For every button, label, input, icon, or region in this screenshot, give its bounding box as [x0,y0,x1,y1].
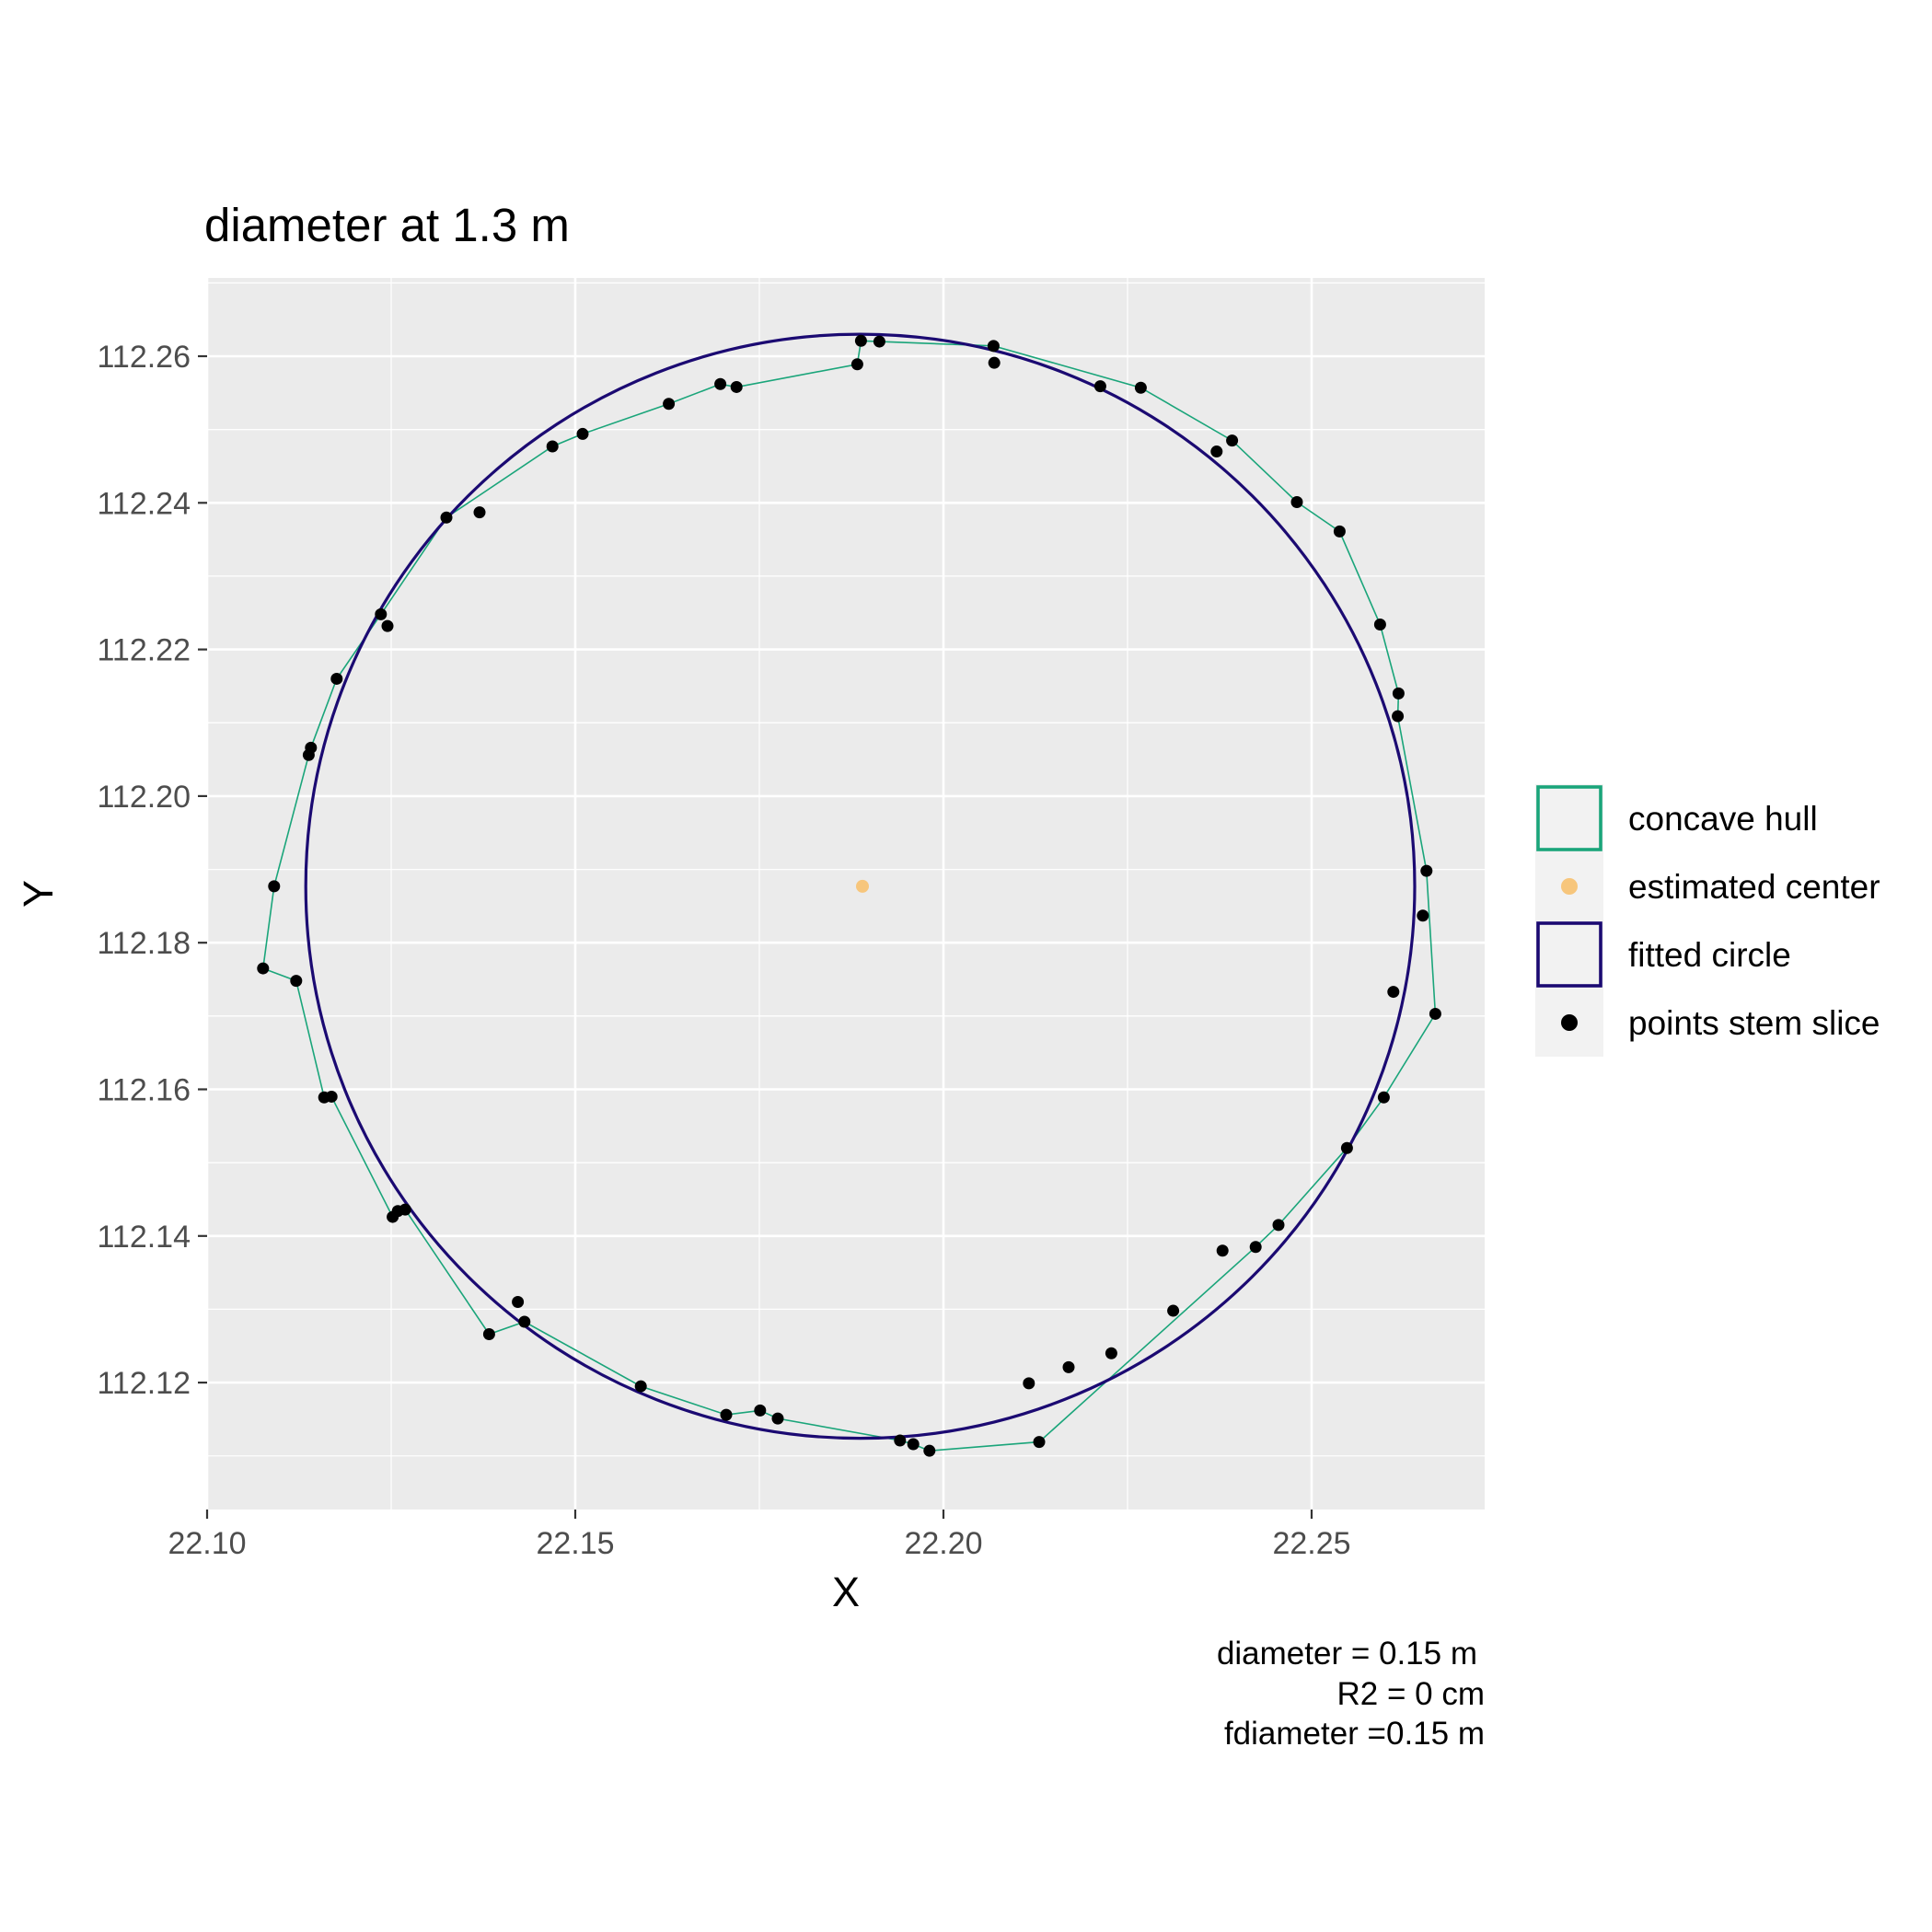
stem-point [987,340,1000,353]
stem-point [546,440,559,453]
stem-point [268,880,281,893]
stem-point [257,962,270,975]
y-tick-label: 112.20 [98,780,191,815]
stem-point [1167,1304,1180,1317]
x-tick-label: 22.25 [1272,1526,1350,1561]
stem-point [381,619,394,632]
stem-point [1134,381,1147,394]
x-axis: 22.10 22.15 22.20 22.25 [168,1510,1351,1561]
y-tick-label: 112.16 [98,1073,191,1108]
fitted-circle [304,332,1417,1440]
legend-key-box [1536,785,1602,851]
y-tick-label: 112.24 [98,486,191,521]
stem-point [1392,687,1405,700]
stem-point [923,1444,936,1457]
stem-point [1216,1244,1229,1257]
y-tick-label: 112.26 [98,340,191,375]
stem-point [1210,445,1223,458]
caption: diameter = 0.15 m R2 = 0 cm fdiameter =0… [1217,1636,1485,1752]
stem-point [1340,1141,1353,1154]
grid-minor [207,278,1485,1510]
stem-point [854,334,867,347]
plot-panel [207,278,1485,1510]
stem-point [576,427,589,440]
x-axis-title: X [832,1568,860,1615]
stem-point [873,335,885,348]
stem-point [518,1315,531,1328]
y-tick-label: 112.18 [98,926,191,961]
legend-key-box [1536,921,1602,988]
stem-point [1333,525,1346,538]
stem-point [1033,1436,1046,1449]
y-axis: 112.12 112.14 112.16 112.18 112.20 112.22 112.… [98,340,207,1401]
stem-point [399,1203,411,1216]
stem-point [850,358,863,371]
stem-point [1023,1377,1035,1390]
stem-point [440,511,453,524]
x-tick-label: 22.20 [904,1526,982,1561]
legend-key-bg [1535,920,1603,989]
stem-point [302,748,315,761]
x-tick-label: 22.10 [168,1526,246,1561]
x-tick-label: 22.15 [536,1526,614,1561]
y-tick-label: 112.12 [98,1366,191,1401]
stem-point [1290,496,1303,509]
legend: concave hull estimated center fitted circl… [1535,784,1880,1057]
concave-hull [261,340,1437,1452]
stem-point [1093,380,1106,393]
legend-label: estimated center [1628,868,1880,906]
legend-label: fitted circle [1628,936,1791,974]
stem-point [1105,1347,1117,1359]
stem-point [988,356,1001,369]
legend-key-bg [1535,784,1603,852]
legend-key-dot [1561,1014,1578,1031]
stem-point [714,377,727,390]
stem-point [663,398,676,411]
stem-point [473,506,486,519]
legend-label: concave hull [1628,800,1818,838]
stem-point [907,1438,920,1451]
y-tick-label: 112.14 [98,1220,191,1255]
stem-point [771,1412,784,1425]
stem-point [1387,986,1400,999]
grid-major [205,278,1485,1510]
hull-outline [261,340,1437,1452]
stem-point [1272,1219,1285,1232]
y-axis-title: Y [15,880,62,908]
caption-r2: R2 = 0 cm [1337,1676,1485,1712]
points-stem-slice [257,334,1441,1457]
stem-point [1377,1091,1390,1104]
stem-point [482,1328,495,1341]
stem-point [1392,710,1405,723]
stem-point [325,1090,338,1103]
stem-point [375,607,388,620]
stem-point [330,672,343,685]
y-tick-label: 112.22 [98,633,191,668]
stem-point [730,380,743,393]
stem-point [1226,434,1239,447]
stem-point [1062,1360,1075,1373]
stem-point [894,1434,907,1447]
legend-key-dot [1561,878,1578,895]
stem-point [512,1295,525,1308]
caption-fdiameter: fdiameter =0.15 m [1224,1716,1485,1752]
stem-point [1373,619,1386,631]
stem-point [754,1404,767,1417]
fitted-circle-outline [304,332,1417,1440]
legend-label: points stem slice [1628,1004,1880,1042]
stem-point [290,975,303,988]
stem-point [1417,909,1429,922]
caption-diameter: diameter = 0.15 m [1217,1636,1477,1672]
stem-point [720,1408,733,1421]
stem-point [1249,1241,1262,1254]
stem-point [1420,864,1433,877]
estimated-center [856,879,869,893]
center-point [856,879,869,893]
chart-title: diameter at 1.3 m [204,199,570,251]
stem-point [634,1380,647,1393]
stem-point [1429,1007,1441,1020]
